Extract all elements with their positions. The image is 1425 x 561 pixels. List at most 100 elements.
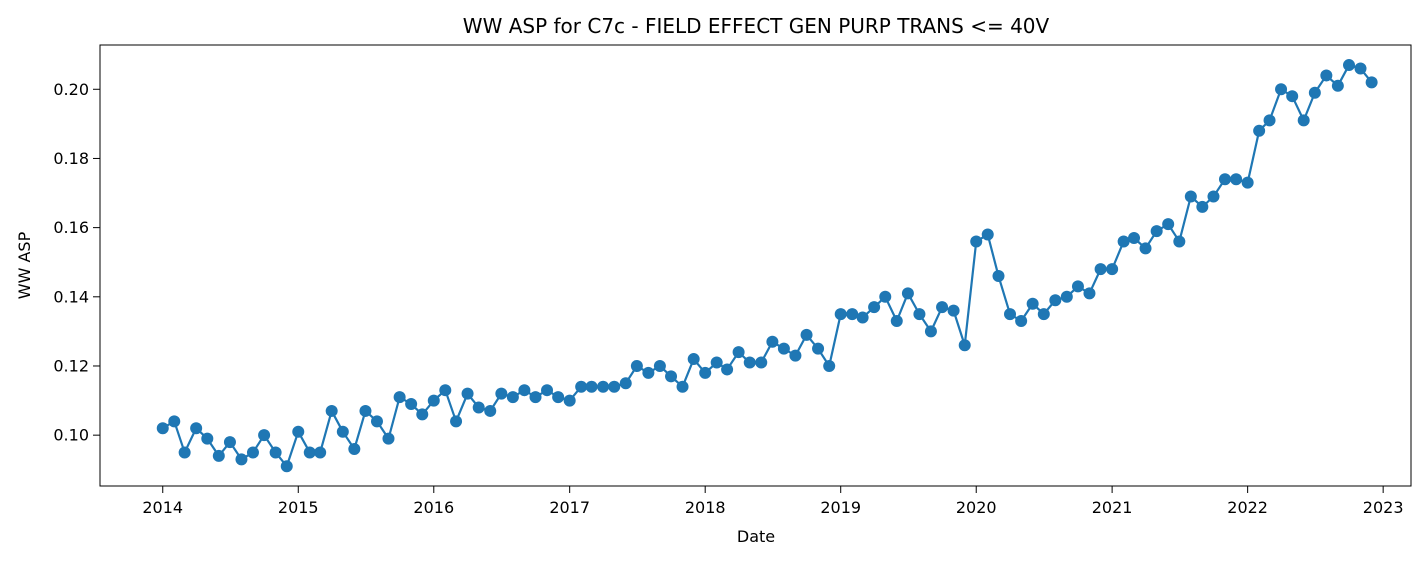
y-tick-label: 0.20: [53, 80, 89, 99]
data-point: [676, 380, 689, 393]
data-point: [846, 308, 859, 321]
data-point: [766, 335, 779, 348]
data-point: [314, 446, 327, 459]
y-tick-label: 0.12: [53, 356, 89, 375]
data-point: [1037, 308, 1050, 321]
data-point: [450, 415, 463, 428]
data-point: [608, 380, 621, 393]
x-axis-label: Date: [737, 527, 775, 546]
data-point: [1083, 287, 1096, 300]
data-point: [1162, 218, 1175, 231]
data-point: [427, 394, 440, 407]
y-axis-label: WW ASP: [15, 231, 34, 299]
data-point: [258, 429, 271, 442]
data-point: [1263, 114, 1276, 127]
data-point: [370, 415, 383, 428]
data-point: [393, 391, 406, 404]
data-point: [1015, 315, 1028, 328]
data-point: [1207, 190, 1220, 203]
data-point: [156, 422, 169, 435]
axes-frame: [99, 44, 1412, 487]
data-point: [575, 380, 588, 393]
data-point: [1365, 76, 1378, 89]
x-tick-label: 2019: [820, 498, 861, 517]
data-point: [348, 442, 361, 455]
data-point: [1106, 263, 1119, 276]
data-point: [563, 394, 576, 407]
data-point: [1071, 280, 1084, 293]
data-point: [913, 308, 926, 321]
data-point: [1139, 242, 1152, 255]
data-point: [777, 342, 790, 355]
data-point: [1320, 69, 1333, 82]
data-point: [1150, 225, 1163, 238]
data-point: [518, 384, 531, 397]
y-tick-label: 0.14: [53, 287, 89, 306]
data-point: [382, 432, 395, 445]
data-point: [1241, 176, 1254, 189]
data-point: [834, 308, 847, 321]
data-point: [1218, 173, 1231, 186]
data-point: [292, 425, 305, 438]
data-point: [856, 311, 869, 324]
data-point: [1308, 86, 1321, 99]
data-point: [1354, 62, 1367, 75]
data-point: [947, 304, 960, 317]
data-point: [1026, 297, 1039, 310]
data-point: [597, 380, 610, 393]
data-point: [201, 432, 214, 445]
data-point: [325, 404, 338, 417]
data-point: [992, 270, 1005, 283]
data-point: [800, 328, 813, 341]
data-point: [461, 387, 474, 400]
data-point: [416, 408, 429, 421]
data-point: [619, 377, 632, 390]
chart-title: WW ASP for C7c - FIELD EFFECT GEN PURP T…: [463, 14, 1050, 38]
plot-area: [156, 59, 1378, 473]
data-point: [484, 404, 497, 417]
data-point: [269, 446, 282, 459]
data-point: [699, 366, 712, 379]
data-point: [1343, 59, 1355, 72]
data-point: [1253, 124, 1266, 137]
data-point: [439, 384, 452, 397]
x-tick-label: 2022: [1227, 498, 1268, 517]
data-point: [970, 235, 983, 248]
y-tick-label: 0.10: [53, 426, 89, 445]
data-point: [981, 228, 994, 241]
data-point: [1230, 173, 1243, 186]
data-point: [472, 401, 485, 414]
data-point: [812, 342, 825, 355]
data-point: [585, 380, 598, 393]
data-point: [879, 290, 892, 303]
data-point: [495, 387, 508, 400]
data-point: [924, 325, 937, 338]
x-tick-label: 2018: [685, 498, 726, 517]
data-point: [710, 356, 723, 369]
data-point: [958, 339, 971, 352]
data-point: [665, 370, 678, 383]
data-point: [1286, 90, 1299, 103]
data-point: [789, 349, 802, 362]
data-point: [1049, 294, 1062, 307]
y-tick-label: 0.16: [53, 218, 89, 237]
data-point: [212, 449, 225, 462]
data-point: [1128, 232, 1141, 244]
data-point: [168, 415, 181, 428]
data-point: [901, 287, 914, 300]
data-point: [1173, 235, 1186, 248]
data-point: [541, 384, 554, 397]
data-point: [1275, 83, 1288, 96]
data-point: [642, 366, 655, 379]
data-point: [755, 356, 768, 369]
data-point: [280, 460, 293, 473]
data-point: [303, 446, 316, 459]
series-line: [162, 63, 1373, 468]
x-tick-label: 2021: [1092, 498, 1133, 517]
data-point: [506, 391, 519, 404]
data-point: [178, 446, 191, 459]
y-tick-label: 0.18: [53, 149, 89, 168]
data-point: [529, 391, 542, 404]
x-tick-label: 2014: [142, 498, 183, 517]
